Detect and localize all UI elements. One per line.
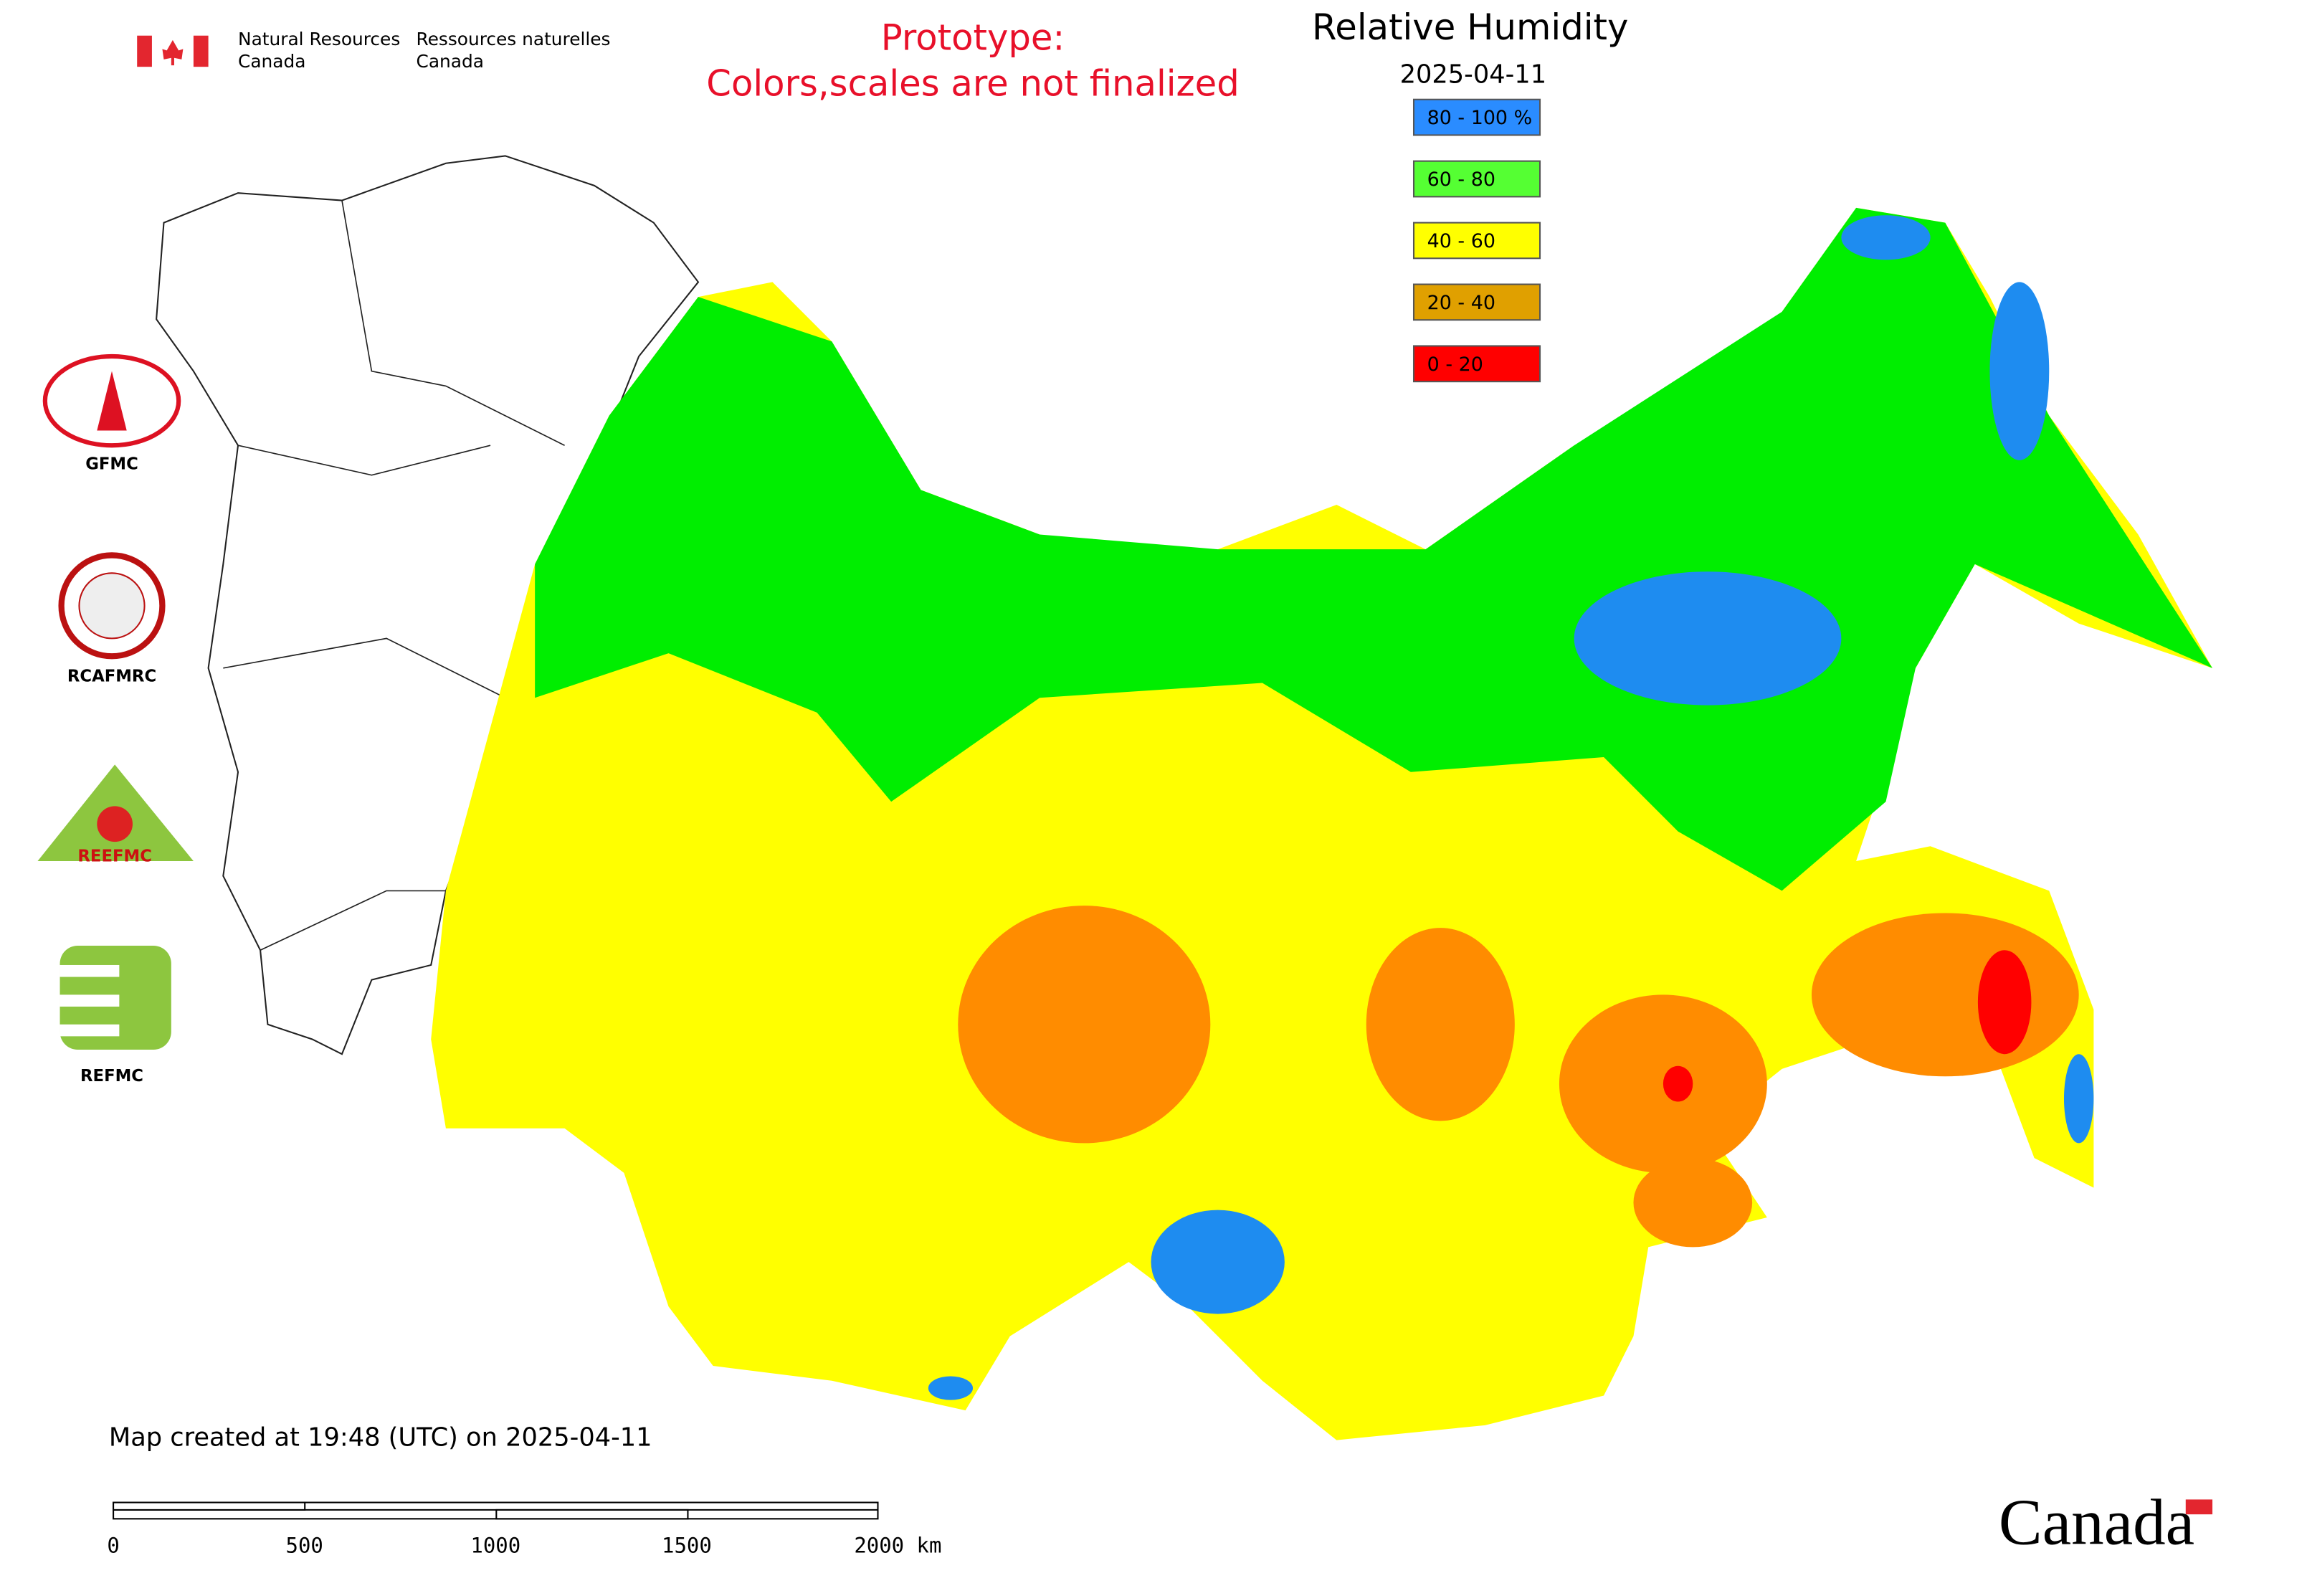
org-fr: Ressources naturelles (417, 29, 611, 49)
legend-swatch (1412, 283, 1541, 321)
org-fr: Canada (417, 51, 484, 72)
legend-label: 20 - 40 (1427, 292, 1495, 314)
org-en: Natural Resources (238, 29, 400, 49)
scale-label: 1000 (470, 1534, 520, 1558)
scale-label: 2000 km (854, 1534, 941, 1558)
wordmark-flag (2185, 1499, 2213, 1515)
logo-rcafmrc (58, 552, 166, 660)
map-date: 2025-04-11 (1400, 60, 1547, 90)
legend-label: 80 - 100 % (1427, 107, 1533, 129)
logo-label: REFMC (80, 1067, 143, 1086)
scale-label: 500 (286, 1534, 323, 1558)
canada-flag (137, 35, 209, 67)
legend-swatch (1412, 98, 1541, 136)
legend-label: 60 - 80 (1427, 168, 1495, 191)
logo-label: REEFMC (77, 847, 152, 865)
logo-gfmc (42, 353, 181, 448)
zone-0-20 (1663, 950, 2032, 1102)
logo-label: RCAFMRC (67, 668, 156, 686)
wordmark: Canada (1999, 1486, 2194, 1559)
zone-80-100 (928, 215, 2094, 1400)
map-title: Relative Humidity (1312, 6, 1628, 48)
legend-swatch (1412, 345, 1541, 383)
logo-label: GFMC (85, 455, 138, 474)
scale-label: 0 (107, 1534, 119, 1558)
legend-swatch (1412, 222, 1541, 260)
scale-label: 1500 (662, 1534, 712, 1558)
scale-bar (113, 1501, 879, 1520)
created-note: Map created at 19:48 (UTC) on 2025-04-11 (109, 1423, 652, 1453)
logo-refmc (60, 946, 171, 1050)
logo-reefmc (37, 764, 194, 862)
notice: Prototype: (881, 16, 1065, 58)
legend-label: 0 - 20 (1427, 353, 1483, 376)
org-en: Canada (238, 51, 305, 72)
legend: 80 - 100 % 60 - 80 40 - 60 20 - 40 0 - 20 (1412, 98, 1541, 383)
legend-swatch (1412, 160, 1541, 198)
legend-label: 40 - 60 (1427, 230, 1495, 252)
notice: Colors,scales are not finalized (706, 63, 1239, 105)
borders (223, 200, 565, 951)
